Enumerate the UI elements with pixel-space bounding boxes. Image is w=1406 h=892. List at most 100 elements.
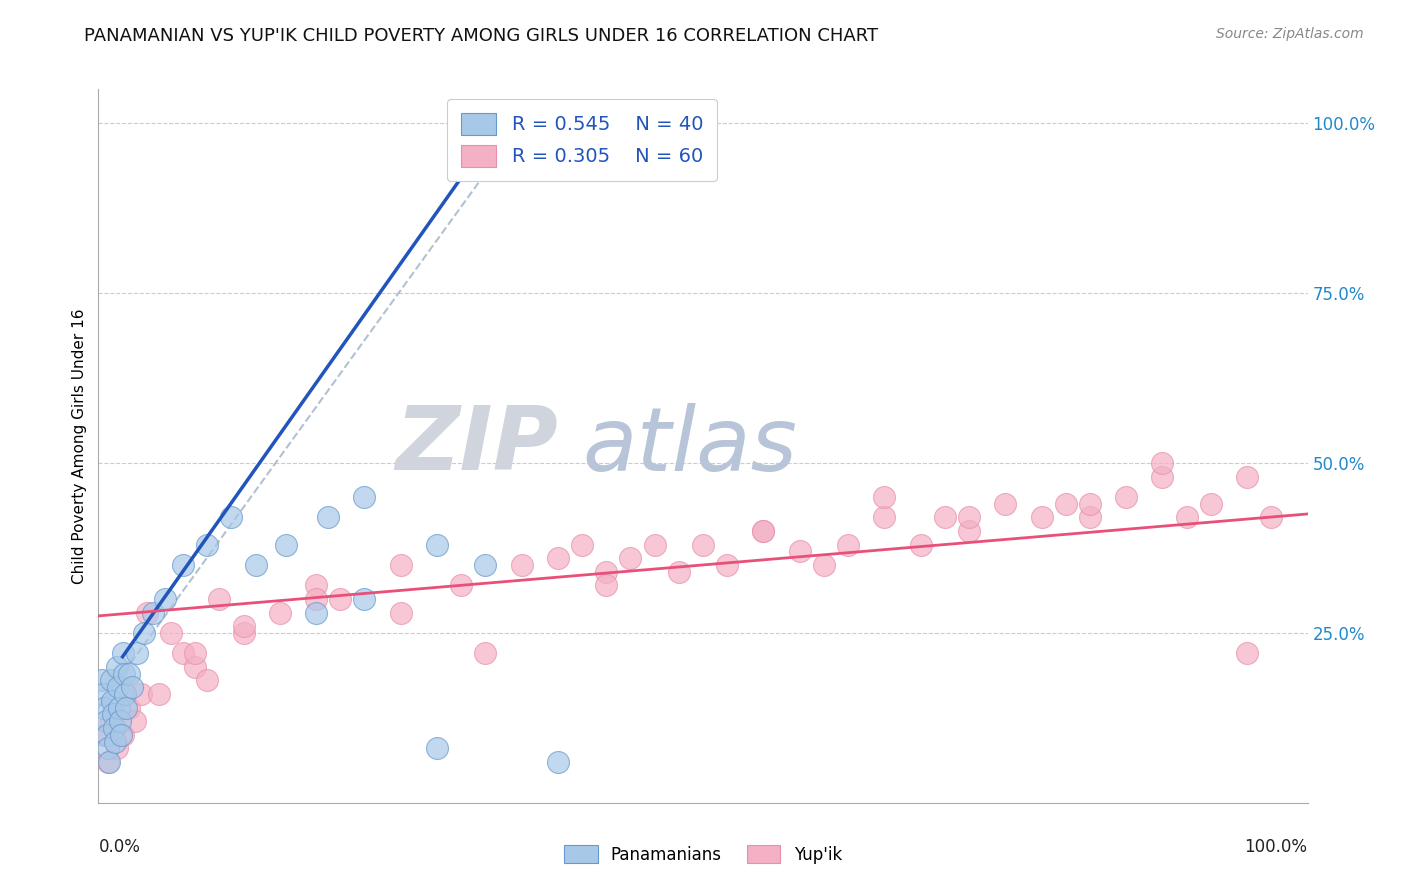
Y-axis label: Child Poverty Among Girls Under 16: Child Poverty Among Girls Under 16 xyxy=(72,309,87,583)
Point xyxy=(389,558,412,572)
Point xyxy=(305,578,328,592)
Point xyxy=(1236,469,1258,483)
Point xyxy=(232,626,254,640)
Point xyxy=(1078,510,1101,524)
Point xyxy=(105,741,128,756)
Point xyxy=(93,700,115,714)
Point xyxy=(101,707,124,722)
Point xyxy=(668,565,690,579)
Point xyxy=(93,728,115,742)
Point xyxy=(426,741,449,756)
Point xyxy=(389,606,412,620)
Point xyxy=(94,714,117,729)
Point xyxy=(571,537,593,551)
Point xyxy=(873,490,896,504)
Point xyxy=(450,578,472,592)
Point xyxy=(184,660,207,674)
Point xyxy=(316,510,339,524)
Text: 100.0%: 100.0% xyxy=(1244,838,1308,856)
Point xyxy=(837,537,859,551)
Point xyxy=(789,544,811,558)
Point xyxy=(121,680,143,694)
Point xyxy=(957,524,980,538)
Point xyxy=(619,551,641,566)
Point xyxy=(353,490,375,504)
Point xyxy=(994,497,1017,511)
Point xyxy=(91,673,114,688)
Point xyxy=(1175,510,1198,524)
Point xyxy=(118,700,141,714)
Point xyxy=(934,510,956,524)
Point xyxy=(692,537,714,551)
Point xyxy=(172,558,194,572)
Point xyxy=(752,524,775,538)
Point xyxy=(1031,510,1053,524)
Text: PANAMANIAN VS YUP'IK CHILD POVERTY AMONG GIRLS UNDER 16 CORRELATION CHART: PANAMANIAN VS YUP'IK CHILD POVERTY AMONG… xyxy=(84,27,879,45)
Text: atlas: atlas xyxy=(582,403,797,489)
Point xyxy=(91,687,114,701)
Point xyxy=(105,660,128,674)
Point xyxy=(112,666,135,681)
Point xyxy=(547,755,569,769)
Point xyxy=(752,524,775,538)
Point xyxy=(108,714,131,729)
Point xyxy=(474,558,496,572)
Point xyxy=(232,619,254,633)
Point xyxy=(115,700,138,714)
Point xyxy=(114,687,136,701)
Point xyxy=(135,606,157,620)
Point xyxy=(426,537,449,551)
Point xyxy=(245,558,267,572)
Text: ZIP: ZIP xyxy=(395,402,558,490)
Text: 0.0%: 0.0% xyxy=(98,838,141,856)
Point xyxy=(107,680,129,694)
Point xyxy=(305,606,328,620)
Point xyxy=(98,755,121,769)
Point xyxy=(1152,456,1174,470)
Point xyxy=(1152,469,1174,483)
Point xyxy=(269,606,291,620)
Point xyxy=(97,741,120,756)
Point xyxy=(110,728,132,742)
Point xyxy=(195,673,218,688)
Legend: Panamanians, Yup'ik: Panamanians, Yup'ik xyxy=(558,838,848,871)
Point xyxy=(716,558,738,572)
Point xyxy=(1199,497,1222,511)
Point xyxy=(184,646,207,660)
Point xyxy=(127,646,149,660)
Point xyxy=(873,510,896,524)
Point xyxy=(547,551,569,566)
Point xyxy=(208,591,231,606)
Point xyxy=(1054,497,1077,511)
Point xyxy=(108,700,131,714)
Point xyxy=(100,694,122,708)
Point xyxy=(957,510,980,524)
Point xyxy=(111,728,134,742)
Point xyxy=(1236,646,1258,660)
Point xyxy=(510,558,533,572)
Point xyxy=(134,626,156,640)
Point xyxy=(1115,490,1137,504)
Point xyxy=(353,591,375,606)
Point xyxy=(111,646,134,660)
Point xyxy=(153,591,176,606)
Point xyxy=(118,666,141,681)
Point xyxy=(96,728,118,742)
Text: Source: ZipAtlas.com: Source: ZipAtlas.com xyxy=(1216,27,1364,41)
Point xyxy=(100,673,122,688)
Point xyxy=(644,537,666,551)
Point xyxy=(97,755,120,769)
Point xyxy=(474,646,496,660)
Point xyxy=(305,591,328,606)
Point xyxy=(910,537,932,551)
Point xyxy=(124,714,146,729)
Point xyxy=(142,606,165,620)
Point xyxy=(221,510,243,524)
Point xyxy=(103,721,125,735)
Point xyxy=(595,565,617,579)
Point xyxy=(100,714,122,729)
Point xyxy=(1078,497,1101,511)
Point xyxy=(274,537,297,551)
Point xyxy=(329,591,352,606)
Point xyxy=(595,578,617,592)
